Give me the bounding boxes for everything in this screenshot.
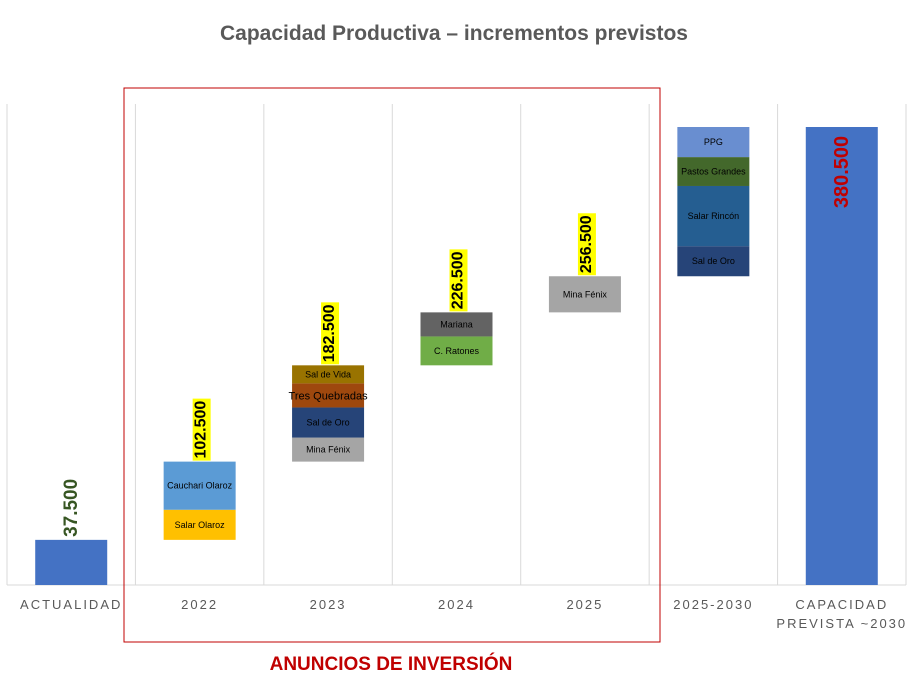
segment-label: Cauchari Olaroz <box>167 481 233 491</box>
bar-segment-mariana <box>420 312 493 337</box>
category-label: 2025-2030 <box>673 597 753 612</box>
bar-segment-salar-olaroz <box>163 509 236 540</box>
category-label: PREVISTA ~2030 <box>776 616 907 631</box>
category-axis: ACTUALIDAD 2022 2023 2024 2025 2025-2030 CAPAC… <box>20 597 907 631</box>
segment-label: Sal de Vida <box>305 369 351 379</box>
bar-segment-pastos-grandes <box>677 157 750 186</box>
total-label: 256.500 <box>578 215 595 273</box>
segment-label: Mina Fénix <box>563 289 608 299</box>
category-label: 2024 <box>438 597 475 612</box>
segment-label: Mariana <box>440 319 473 329</box>
segment-label: Salar Rincón <box>688 211 740 221</box>
bar-segment-sal-de-vida <box>292 365 365 384</box>
segment-label: Pastos Grandes <box>681 167 746 177</box>
category-label: CAPACIDAD <box>795 597 888 612</box>
segment-label: PPG <box>704 137 723 147</box>
total-label: 380.500 <box>831 136 853 208</box>
category-label: ACTUALIDAD <box>20 597 122 612</box>
bar-segment-salar-rincon <box>677 185 750 247</box>
bar-segment-cauchari-olaroz <box>163 461 236 510</box>
bar-segment-sal-de-oro <box>677 246 750 277</box>
category-label: 2022 <box>181 597 218 612</box>
bars-layer <box>35 127 878 585</box>
bar-segment-capacidad-prevista-2030 <box>805 127 878 585</box>
total-highlight <box>192 398 211 461</box>
labels-layer: 37.500 Salar Olaroz Cauchari Olaroz 102.500… <box>61 136 853 537</box>
category-label: 2025 <box>566 597 603 612</box>
bar-segment-c-ratones <box>420 336 493 366</box>
total-highlight <box>321 302 340 365</box>
total-label: 102.500 <box>193 401 210 459</box>
total-label: 226.500 <box>450 251 467 309</box>
segment-label: Sal de Oro <box>307 418 350 428</box>
bar-segment-tres-quebradas <box>292 383 365 408</box>
bar-segment-ppg <box>677 127 750 158</box>
segment-label: C. Ratones <box>434 346 480 356</box>
segment-label: Tres Quebradas <box>289 390 369 402</box>
total-highlight <box>449 249 468 312</box>
investment-announcements-box <box>123 87 661 643</box>
bar-segment-mina-fenix <box>548 276 621 313</box>
total-label: 37.500 <box>61 479 82 537</box>
bar-segment-actualidad <box>35 539 108 585</box>
bar-segment-sal-de-oro <box>292 407 365 438</box>
total-highlight <box>577 213 596 276</box>
segment-label: Mina Fénix <box>306 445 351 455</box>
bar-segment-mina-fenix <box>292 437 365 462</box>
total-label: 182.500 <box>321 304 338 362</box>
segment-label: Salar Olaroz <box>175 520 226 530</box>
category-label: 2023 <box>310 597 347 612</box>
segment-label: Sal de Oro <box>692 256 735 266</box>
grid-lines <box>6 104 907 586</box>
chart-title: Capacidad Productiva – incrementos previ… <box>220 22 688 45</box>
investment-announcements-label: ANUNCIOS DE INVERSIÓN <box>270 653 513 675</box>
